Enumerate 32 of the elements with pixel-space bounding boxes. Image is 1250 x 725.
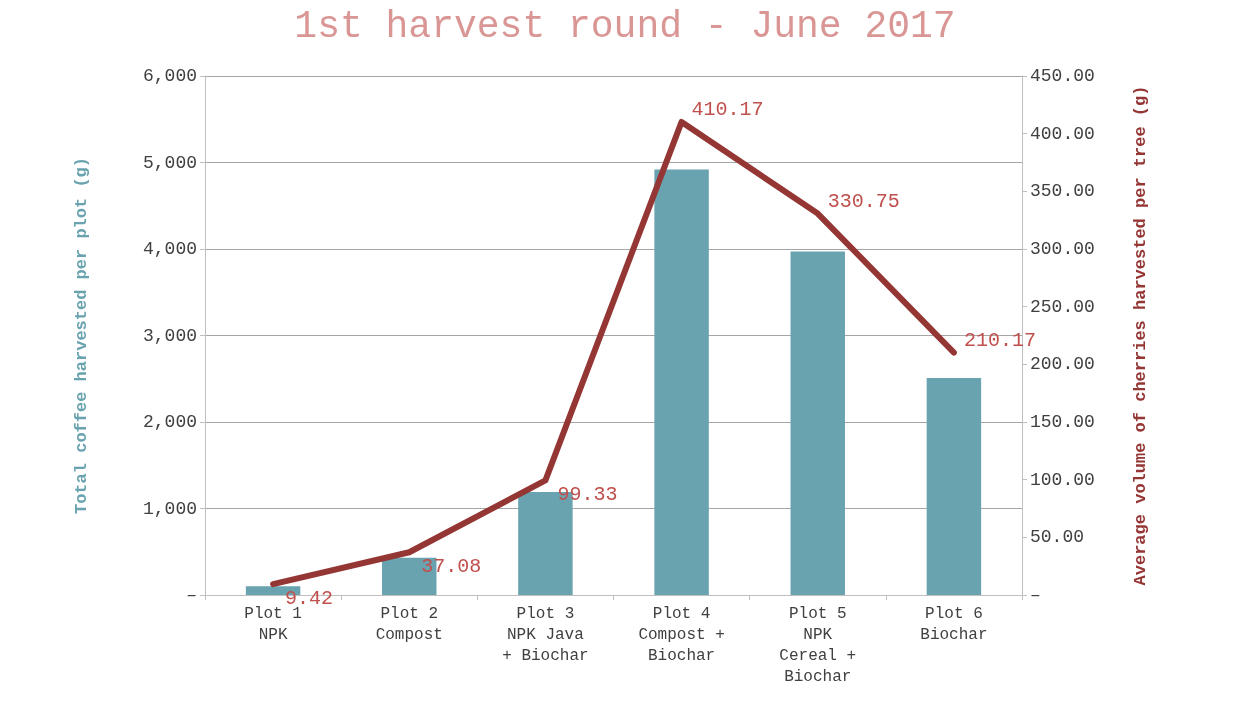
data-label: 99.33 bbox=[557, 482, 618, 506]
bar bbox=[654, 169, 709, 595]
chart-title: 1st harvest round - June 2017 bbox=[294, 4, 956, 48]
y2-tick-label: 250.00 bbox=[1030, 296, 1095, 317]
y2-tick-label: 350.00 bbox=[1030, 181, 1095, 202]
y-axis-title: Total coffee harvested per plot (g) bbox=[72, 156, 91, 515]
y-tick-label: 5,000 bbox=[142, 152, 197, 173]
y2-tick-label: 300.00 bbox=[1030, 239, 1095, 259]
x-tick-label: Plot 2 Compost bbox=[375, 604, 443, 644]
x-tick-label: Plot 5 NPK Cereal + Biochar bbox=[779, 604, 857, 686]
x-tick-label: Plot 6 Biochar bbox=[920, 604, 988, 644]
y2-tick-label: 150.00 bbox=[1030, 412, 1095, 432]
x-tick-label: Plot 4 Compost + Biochar bbox=[638, 604, 725, 665]
y2-tick-label: – bbox=[1030, 585, 1041, 605]
y2-tick-label: 100.00 bbox=[1030, 469, 1095, 490]
data-label: 330.75 bbox=[827, 190, 900, 214]
y2-tick-label: 50.00 bbox=[1030, 527, 1085, 548]
y-tick-label: – bbox=[186, 585, 197, 605]
y-tick-label: 1,000 bbox=[142, 498, 197, 519]
y-tick-label: 6,000 bbox=[142, 66, 197, 86]
y2-tick-label: 200.00 bbox=[1030, 354, 1095, 375]
y2-tick-label: 450.00 bbox=[1030, 66, 1095, 86]
data-label: 410.17 bbox=[691, 98, 764, 122]
y-tick-label: 3,000 bbox=[142, 325, 197, 346]
y-tick-label: 4,000 bbox=[142, 239, 197, 259]
x-tick-label: Plot 3 NPK Java + Biochar bbox=[502, 604, 589, 665]
bar bbox=[926, 377, 982, 595]
y2-tick-label: 400.00 bbox=[1030, 123, 1095, 144]
y2-axis-title: Average volume of cherries harvested per tree (g) bbox=[1131, 85, 1150, 586]
data-label: 210.17 bbox=[963, 329, 1036, 353]
bar bbox=[790, 251, 845, 595]
y-tick-label: 2,000 bbox=[142, 412, 197, 432]
